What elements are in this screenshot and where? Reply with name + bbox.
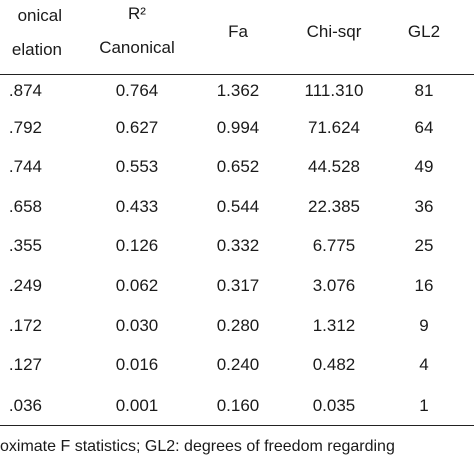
table-bottom-rule — [0, 425, 474, 426]
cell-canonical-correlation: .658 — [8, 197, 42, 216]
header-canonical-correlation-line2: elation — [11, 40, 62, 59]
table-footnote: oximate F statistics; GL2: degrees of fr… — [0, 438, 395, 455]
header-gl2: GL2 — [407, 22, 441, 41]
header-canonical-correlation-line1: onical — [17, 6, 62, 25]
cell-canonical-correlation: .874 — [8, 81, 42, 100]
cell-chi-sqr: 71.624 — [308, 118, 360, 137]
cell-canonical-correlation: .127 — [8, 355, 42, 374]
cell-gl2: 81 — [414, 81, 434, 100]
cell-chi-sqr: 1.312 — [312, 316, 356, 335]
cell-r2-canonical: 0.062 — [115, 276, 159, 295]
cell-gl2: 9 — [419, 316, 429, 335]
header-fa: Fa — [228, 22, 248, 41]
cell-gl2: 64 — [414, 118, 434, 137]
cell-chi-sqr: 0.482 — [312, 355, 356, 374]
header-r2-line2: Canonical — [99, 38, 175, 57]
cell-canonical-correlation: .744 — [8, 157, 42, 176]
cell-r2-canonical: 0.627 — [115, 118, 159, 137]
cell-chi-sqr: 44.528 — [308, 157, 360, 176]
cell-canonical-correlation: .355 — [8, 236, 42, 255]
header-chi-sqr: Chi-sqr — [306, 22, 362, 41]
cell-gl2: 16 — [414, 276, 434, 295]
cell-fa: 0.332 — [216, 236, 260, 255]
cell-gl2: 25 — [414, 236, 434, 255]
cell-fa: 0.544 — [216, 197, 260, 216]
cell-fa: 1.362 — [216, 81, 260, 100]
cell-fa: 0.240 — [216, 355, 260, 374]
cell-gl2: 36 — [414, 197, 434, 216]
cell-chi-sqr: 6.775 — [312, 236, 356, 255]
cell-canonical-correlation: .172 — [8, 316, 42, 335]
cell-chi-sqr: 111.310 — [304, 81, 364, 100]
cell-chi-sqr: 3.076 — [312, 276, 356, 295]
cell-chi-sqr: 22.385 — [308, 197, 360, 216]
cell-r2-canonical: 0.553 — [115, 157, 159, 176]
cell-fa: 0.317 — [216, 276, 260, 295]
cell-canonical-correlation: .792 — [8, 118, 42, 137]
cell-gl2: 49 — [414, 157, 434, 176]
cell-r2-canonical: 0.030 — [115, 316, 159, 335]
cell-fa: 0.160 — [216, 396, 260, 415]
cell-fa: 0.652 — [216, 157, 260, 176]
cell-r2-canonical: 0.764 — [115, 81, 159, 100]
header-divider — [0, 74, 474, 75]
cell-r2-canonical: 0.001 — [115, 396, 159, 415]
cell-r2-canonical: 0.016 — [115, 355, 159, 374]
cell-chi-sqr: 0.035 — [312, 396, 356, 415]
cell-canonical-correlation: .249 — [8, 276, 42, 295]
cell-fa: 0.280 — [216, 316, 260, 335]
cell-fa: 0.994 — [216, 118, 260, 137]
cell-gl2: 1 — [419, 396, 429, 415]
cell-r2-canonical: 0.126 — [115, 236, 159, 255]
cell-canonical-correlation: .036 — [8, 396, 42, 415]
cell-r2-canonical: 0.433 — [115, 197, 159, 216]
header-r2-line1: R² — [128, 4, 146, 23]
cell-gl2: 4 — [419, 355, 429, 374]
